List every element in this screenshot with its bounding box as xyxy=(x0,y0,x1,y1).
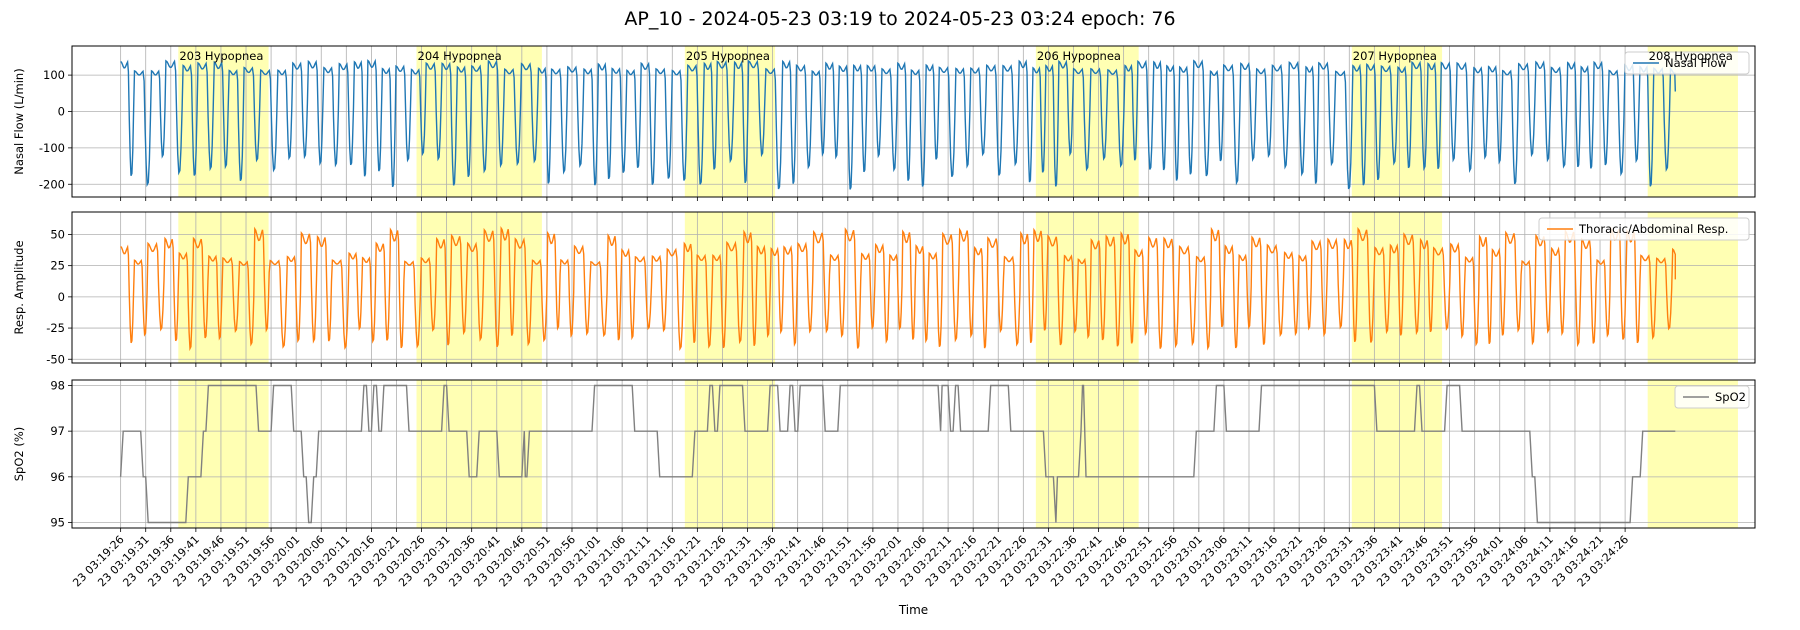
legend-box xyxy=(1624,51,1750,75)
legends: Nasal Flow Thoracic/Abdominal Resp. SpO2 xyxy=(1538,51,1750,409)
series-line-resp-amplitude xyxy=(120,225,1676,352)
y-tick-label: 100 xyxy=(43,68,65,82)
legend-box xyxy=(1538,217,1750,241)
series-lines xyxy=(119,58,1676,524)
y-tick-label: 25 xyxy=(50,259,65,273)
y-tick-label: 50 xyxy=(50,227,65,241)
event-label-1: 203 Hypopnea xyxy=(179,49,263,63)
event-label-6: 208 Hypopnea xyxy=(1649,49,1733,63)
event-label-5: 207 Hypopnea xyxy=(1353,49,1437,63)
y-tick-label: -100 xyxy=(39,141,65,155)
x-axis-label: Time xyxy=(898,603,928,617)
grid-lines xyxy=(72,46,1755,528)
y-tick-label: -50 xyxy=(46,352,65,366)
y-tick-label: 95 xyxy=(50,516,65,530)
axes-frame-resp-amplitude xyxy=(71,211,1756,364)
event-band-5 xyxy=(1351,380,1443,528)
y-tick-label: -25 xyxy=(46,321,65,335)
series-line-nasal-flow xyxy=(120,58,1676,190)
y-tick-label: 97 xyxy=(50,424,65,438)
legend-label: Thoracic/Abdominal Resp. xyxy=(1578,222,1728,236)
event-band-2 xyxy=(416,212,542,363)
y-tick-label: 98 xyxy=(50,378,65,392)
y-tick-label: -200 xyxy=(39,177,65,191)
event-band-1 xyxy=(178,380,269,528)
event-labels: 203 Hypopnea 204 Hypopnea 205 Hypopnea 206 … xyxy=(179,49,1732,63)
y-axis-label: Resp. Amplitude xyxy=(12,240,26,334)
event-band-3 xyxy=(684,212,776,363)
event-band-2 xyxy=(416,380,542,528)
y-axis-label: Nasal Flow (L/min) xyxy=(12,68,26,174)
legend-label: SpO2 xyxy=(1715,390,1746,404)
event-label-4: 206 Hypopnea xyxy=(1037,49,1121,63)
axes-frame-spo2 xyxy=(71,379,1756,529)
axes-frame-nasal-flow xyxy=(71,45,1756,198)
axis-labels: Nasal Flow (L/min) Resp. Amplitude SpO2 (%… xyxy=(12,68,928,617)
event-band-3 xyxy=(684,380,776,528)
legend-label: Nasal Flow xyxy=(1665,56,1727,70)
event-band-4 xyxy=(1035,380,1139,528)
y-tick-label: 0 xyxy=(58,104,65,118)
y-axis-label: SpO2 (%) xyxy=(12,427,26,482)
legend-box xyxy=(1674,385,1750,409)
axes-frames xyxy=(71,45,1756,529)
series-line-spo2 xyxy=(119,384,1676,524)
y-tick-label: 0 xyxy=(58,290,65,304)
event-label-3: 205 Hypopnea xyxy=(686,49,770,63)
figure-title: AP_10 - 2024-05-23 03:19 to 2024-05-23 0… xyxy=(624,8,1176,30)
event-label-2: 204 Hypopnea xyxy=(418,49,502,63)
y-tick-label: 96 xyxy=(50,470,65,484)
